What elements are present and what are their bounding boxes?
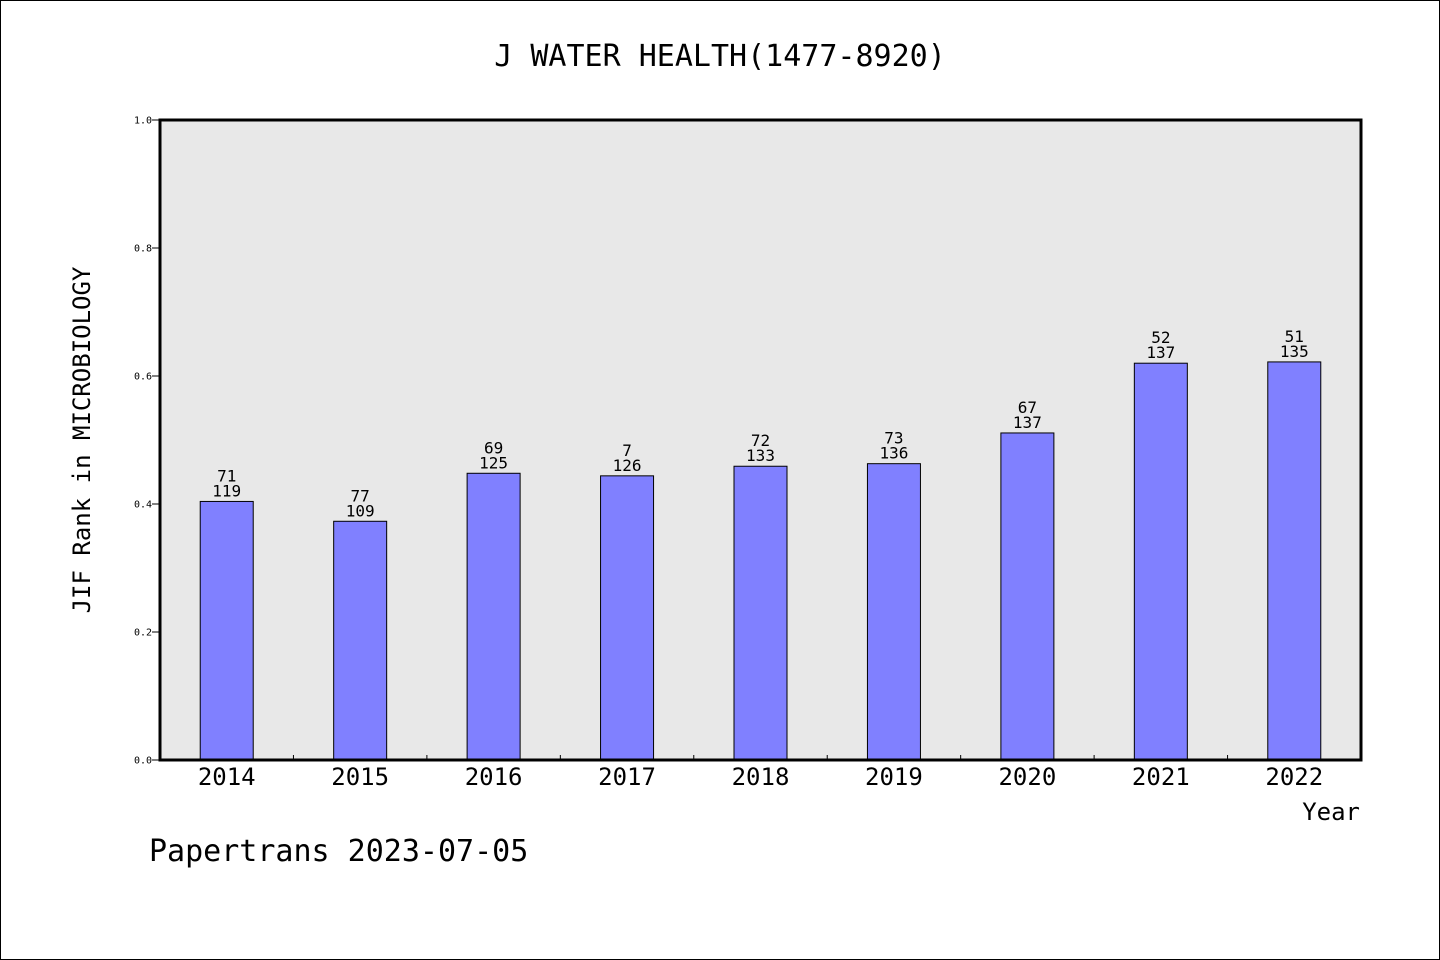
bar: [733, 465, 788, 761]
bar: [866, 463, 921, 761]
x-tick-label: 2021: [1132, 763, 1190, 791]
x-tick-label: 2022: [1265, 763, 1323, 791]
y-axis-label: JIF Rank in MICROBIOLOGY: [68, 266, 96, 613]
bar-total-label: 133: [746, 446, 775, 465]
bar-total-label: 137: [1013, 413, 1042, 432]
y-tick-label: 0.6: [134, 372, 152, 383]
bar-rank-label: 72: [751, 431, 770, 450]
x-tick-label: 2014: [198, 763, 256, 791]
x-tick-label: 2020: [998, 763, 1056, 791]
bar-rank-label: 71: [217, 466, 236, 485]
y-tick-label: 1.0: [134, 116, 152, 127]
x-tick-label: 2017: [598, 763, 656, 791]
x-axis-label: Year: [1302, 798, 1360, 826]
bar-total-label: 135: [1280, 342, 1309, 361]
bar-total-label: 109: [346, 501, 375, 520]
bar: [466, 472, 521, 761]
bar-rank-label: 73: [884, 429, 903, 448]
bar: [600, 475, 655, 761]
chart-title: J WATER HEALTH(1477-8920): [494, 39, 946, 74]
bar-rank-label: 7: [622, 441, 632, 460]
bar: [1267, 361, 1322, 761]
bar-total-label: 125: [479, 453, 508, 472]
plot-border: [158, 118, 1363, 762]
bar: [333, 520, 388, 761]
bar: [1133, 362, 1188, 761]
y-axis-ticks: 0.0 0.2 0.4 0.6 0.8 1.0: [134, 116, 160, 767]
y-tick-label: 0.0: [134, 756, 152, 767]
bar-rank-label: 51: [1285, 327, 1304, 346]
y-tick-label: 0.2: [134, 628, 152, 639]
bar-total-label: 137: [1146, 343, 1175, 362]
bar-total-label: 119: [212, 481, 241, 500]
bar-rank-label: 77: [351, 486, 370, 505]
x-tick-label: 2016: [465, 763, 523, 791]
bar-total-label: 126: [613, 456, 642, 475]
bar: [1000, 432, 1055, 761]
x-tick-label: 2019: [865, 763, 923, 791]
bar: [199, 500, 254, 761]
x-tick-label: 2018: [732, 763, 790, 791]
y-tick-label: 0.4: [134, 500, 152, 511]
bars: [199, 361, 1322, 761]
x-axis-ticks: 2014 2015 2016 2017 2018 2019 2020 2021 2022: [198, 755, 1323, 791]
bar-total-label: 136: [879, 444, 908, 463]
footer-credit: Papertrans 2023-07-05: [149, 834, 529, 869]
x-tick-label: 2015: [331, 763, 389, 791]
bar-rank-label: 67: [1018, 398, 1037, 417]
y-tick-label: 0.8: [134, 244, 152, 255]
bar-rank-label: 69: [484, 438, 503, 457]
bar-rank-label: 52: [1151, 328, 1170, 347]
